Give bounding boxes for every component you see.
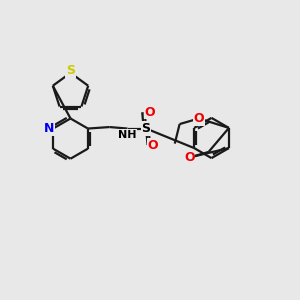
Text: O: O bbox=[184, 151, 195, 164]
Text: S: S bbox=[142, 122, 151, 135]
Text: N: N bbox=[44, 122, 54, 135]
Text: O: O bbox=[194, 112, 204, 125]
Text: S: S bbox=[66, 64, 75, 77]
Text: O: O bbox=[147, 139, 158, 152]
Text: O: O bbox=[144, 106, 155, 118]
Text: NH: NH bbox=[118, 130, 137, 140]
